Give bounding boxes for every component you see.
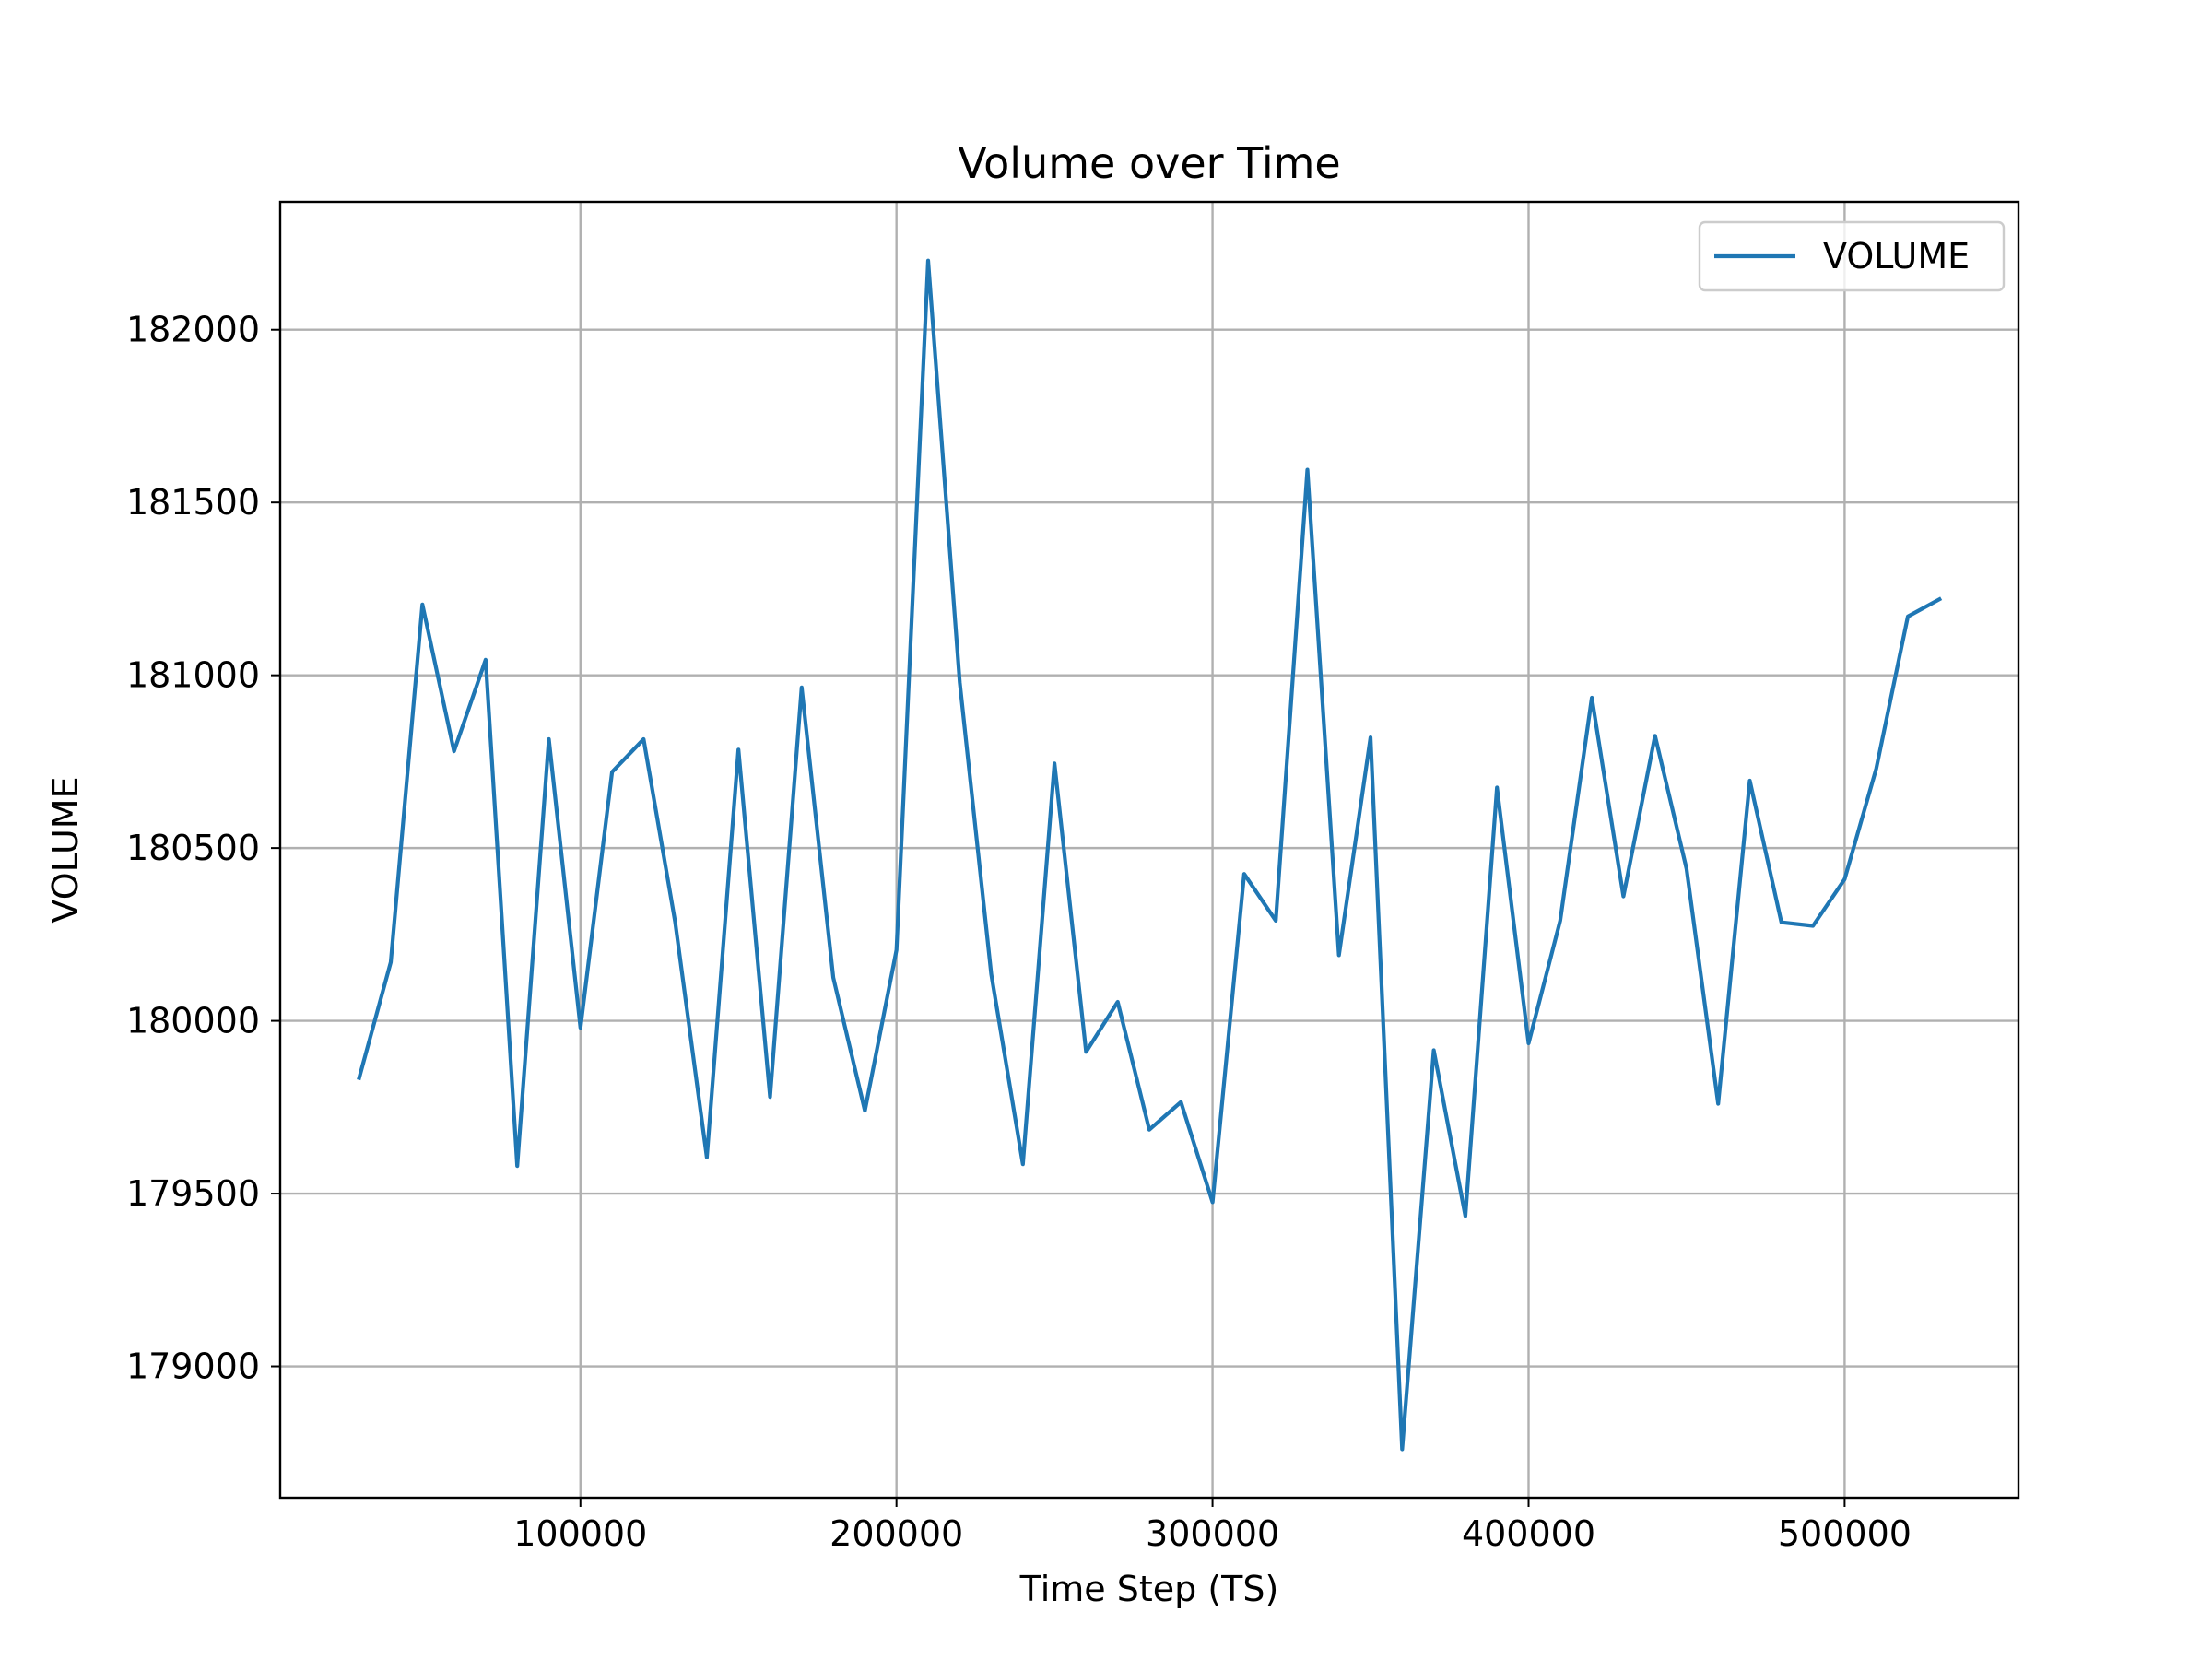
series-line-volume [357, 258, 1943, 1452]
x-tick-label: 500000 [1778, 1513, 1912, 1554]
legend: VOLUME [1698, 220, 2006, 292]
y-tick-label: 180500 [126, 828, 260, 868]
grid [280, 202, 2018, 1498]
chart-title: Volume over Time [958, 138, 1340, 188]
y-axis-ticks: 179000 179500 180000 180500 181000 181500 1820… [126, 310, 280, 1387]
x-tick-label: 400000 [1462, 1513, 1595, 1554]
x-tick-label: 200000 [830, 1513, 963, 1554]
legend-box [1698, 220, 2006, 292]
x-axis-label: Time Step (TS) [1019, 1569, 1279, 1609]
series-layer [357, 258, 1943, 1452]
plot-frame [278, 200, 2020, 1500]
x-axis-ticks: 100000 200000 300000 400000 500000 [513, 1498, 1912, 1554]
y-tick-label: 180000 [126, 1001, 260, 1041]
legend-entry-volume: VOLUME [1823, 236, 1970, 276]
y-tick-label: 179500 [126, 1173, 260, 1214]
y-tick-label: 181000 [126, 655, 260, 696]
y-tick-label: 181500 [126, 482, 260, 523]
x-tick-label: 300000 [1146, 1513, 1279, 1554]
x-tick-label: 100000 [513, 1513, 647, 1554]
y-tick-label: 182000 [126, 310, 260, 350]
y-tick-label: 179000 [126, 1347, 260, 1387]
y-axis-label: VOLUME [45, 776, 86, 923]
